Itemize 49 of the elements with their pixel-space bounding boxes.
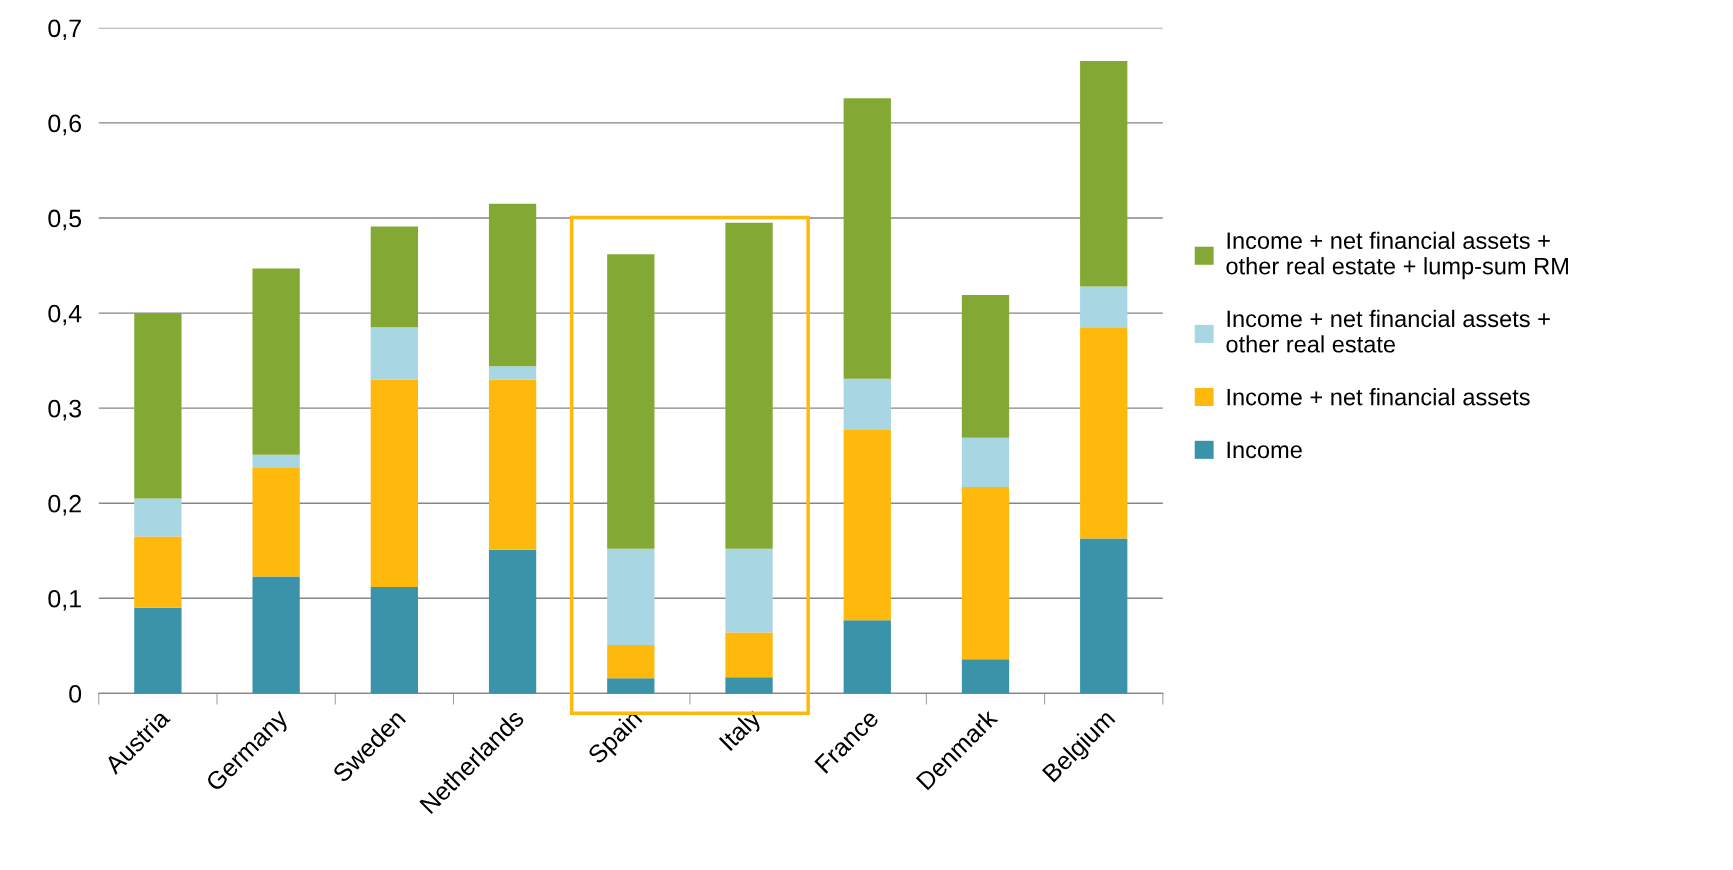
bar	[252, 268, 300, 455]
bar	[725, 677, 773, 694]
bar	[1080, 538, 1128, 694]
legend-label: Income + net financial assets + other real estate + lump-sum RM	[1226, 231, 1568, 280]
bar	[843, 430, 891, 621]
bar	[1080, 327, 1128, 539]
x-tick-label: Italy	[718, 707, 766, 755]
bar	[488, 203, 537, 367]
bar	[607, 548, 655, 645]
bar	[370, 226, 418, 328]
bar	[1080, 286, 1128, 328]
bar	[134, 607, 182, 694]
bar	[725, 632, 773, 678]
legend-label: Income + net financial assets + other real estate	[1226, 309, 1550, 353]
y-tick-label: 0,4	[48, 304, 82, 326]
bar	[1080, 61, 1128, 287]
bar	[370, 379, 418, 587]
y-tick-label: 0,5	[48, 209, 82, 231]
bar	[725, 222, 773, 549]
y-tick-label: 0,7	[48, 19, 81, 41]
bar	[961, 487, 1010, 660]
bar	[134, 498, 182, 537]
bar	[843, 378, 891, 431]
y-tick-label: 0,3	[48, 399, 82, 421]
bar	[961, 437, 1010, 488]
legend-label: Income	[1227, 441, 1302, 459]
bar	[961, 295, 1010, 438]
bar	[843, 620, 891, 694]
y-tick-label: 0,6	[48, 114, 82, 136]
bar	[252, 454, 300, 469]
legend-label: Income + net financial assets	[1227, 388, 1530, 406]
bar	[843, 98, 891, 379]
bar	[488, 549, 537, 694]
bar	[607, 678, 655, 694]
bar	[252, 576, 300, 694]
bar	[607, 644, 655, 679]
y-tick-label: 0,1	[48, 589, 81, 611]
bar	[370, 327, 418, 380]
bar	[134, 313, 182, 499]
bar	[607, 254, 655, 549]
y-tick-label: 0,2	[48, 494, 81, 516]
bar	[488, 379, 537, 550]
bar	[370, 586, 418, 694]
bar	[134, 536, 182, 608]
bar	[961, 659, 1010, 694]
y-tick-label: 0	[69, 684, 82, 703]
bar	[725, 548, 773, 633]
bar	[488, 366, 537, 380]
bar	[252, 468, 300, 577]
